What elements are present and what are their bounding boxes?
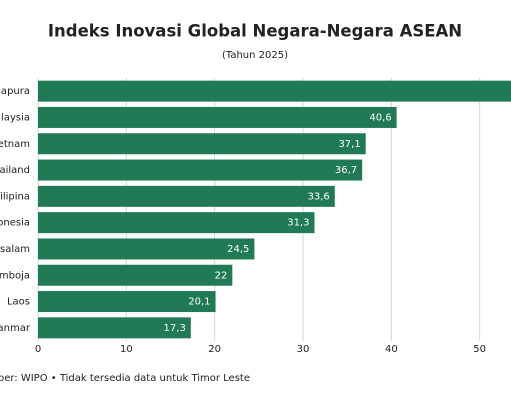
x-tick-label: 40 <box>385 344 398 355</box>
y-tick-label: Filipina <box>0 191 30 202</box>
y-tick-label: Vietnam <box>0 139 30 150</box>
x-tick-label: 20 <box>208 344 221 355</box>
y-tick-label: Brunei Darussalam <box>0 244 30 255</box>
bar <box>38 264 233 286</box>
y-tick-label: Kamboja <box>0 270 30 281</box>
y-tick-label: Indonesia <box>0 218 30 229</box>
x-tick-label: 50 <box>473 344 486 355</box>
x-tick-label: 0 <box>35 344 41 355</box>
value-label: 36,7 <box>335 165 357 176</box>
y-tick-label: Singapura <box>0 86 30 97</box>
chart-subtitle: (Tahun 2025) <box>222 50 288 61</box>
value-label: 40,6 <box>369 112 391 123</box>
bar <box>38 291 216 313</box>
value-label: 22 <box>215 270 228 281</box>
bar <box>38 185 335 207</box>
value-label: 17,3 <box>164 323 186 334</box>
value-label: 33,6 <box>308 191 330 202</box>
x-tick-label: 10 <box>120 344 133 355</box>
bar <box>38 159 363 181</box>
y-tick-label: Myanmar <box>0 323 31 334</box>
bar <box>38 80 511 102</box>
x-tick-label: 30 <box>297 344 310 355</box>
y-tick-label: Thailand <box>0 165 30 176</box>
y-tick-label: Laos <box>7 297 30 308</box>
bar <box>38 133 366 155</box>
bar <box>38 317 191 339</box>
bar <box>38 106 397 128</box>
value-label: 20,1 <box>188 297 210 308</box>
value-label: 24,5 <box>227 244 249 255</box>
bar <box>38 238 255 260</box>
bar <box>38 212 315 234</box>
note: Sumber: WIPO • Tidak tersedia data untuk… <box>0 373 250 384</box>
value-label: 37,1 <box>338 139 360 150</box>
value-label: 31,3 <box>287 218 309 229</box>
y-tick-label: Malaysia <box>0 112 30 123</box>
chart-title: Indeks Inovasi Global Negara-Negara ASEA… <box>48 22 462 41</box>
